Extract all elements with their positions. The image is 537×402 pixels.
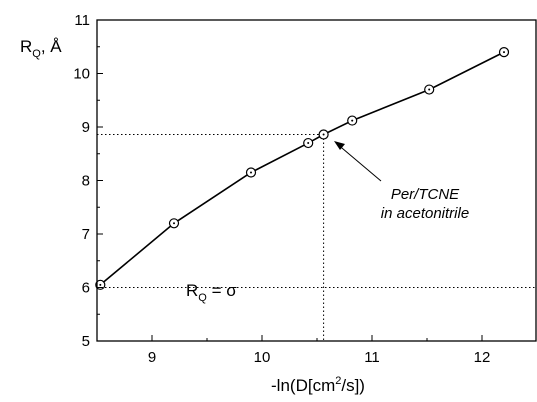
x-tick-label-12: 12 bbox=[474, 349, 491, 366]
callout-label-line1: Per/TCNE bbox=[391, 186, 460, 203]
x-axis-label-suffix: /s]) bbox=[341, 376, 365, 395]
series-polyline bbox=[100, 52, 504, 285]
series-line bbox=[100, 52, 504, 285]
data-point-dot-5 bbox=[351, 120, 353, 122]
y-tick-label-8: 8 bbox=[82, 173, 90, 190]
y-tick-label-7: 7 bbox=[82, 226, 90, 243]
data-point-dot-7 bbox=[503, 51, 505, 53]
sigma-equation-label: RQ = σ bbox=[186, 281, 237, 304]
x-tick-label-9: 9 bbox=[148, 349, 156, 366]
y-axis-label-main: R bbox=[20, 37, 32, 56]
x-tick-label-10: 10 bbox=[254, 349, 271, 366]
callout-label-line2: in acetonitrile bbox=[381, 205, 469, 222]
y-axis-label: RQ, Å bbox=[20, 37, 62, 60]
data-markers bbox=[96, 48, 509, 290]
sigma-equation-main: R bbox=[186, 281, 198, 300]
data-point-dot-1 bbox=[173, 222, 175, 224]
y-axis-ticks: 5 6 7 8 9 10 11 bbox=[73, 12, 103, 350]
x-axis-ticks: 9 10 11 12 bbox=[97, 335, 490, 366]
sigma-equation-suffix: = σ bbox=[207, 281, 237, 300]
y-tick-label-10: 10 bbox=[73, 66, 90, 83]
y-tick-label-5: 5 bbox=[82, 333, 90, 350]
x-axis-label-prefix: -ln(D[cm bbox=[271, 376, 335, 395]
x-axis-label: -ln(D[cm2/s]) bbox=[271, 375, 365, 395]
y-tick-label-6: 6 bbox=[82, 280, 90, 297]
y-tick-label-9: 9 bbox=[82, 119, 90, 136]
data-point-dot-6 bbox=[428, 89, 430, 91]
x-tick-label-11: 11 bbox=[364, 349, 380, 366]
callout-arrow bbox=[336, 143, 381, 181]
y-tick-label-11: 11 bbox=[74, 12, 90, 29]
y-axis-label-suffix: , Å bbox=[41, 37, 62, 56]
plot-frame bbox=[97, 20, 536, 341]
reference-lines bbox=[97, 134, 537, 341]
data-point-dot-0 bbox=[99, 284, 101, 286]
data-point-dot-4 bbox=[323, 133, 325, 135]
data-point-dot-2 bbox=[250, 171, 252, 173]
data-point-dot-3 bbox=[307, 142, 309, 144]
